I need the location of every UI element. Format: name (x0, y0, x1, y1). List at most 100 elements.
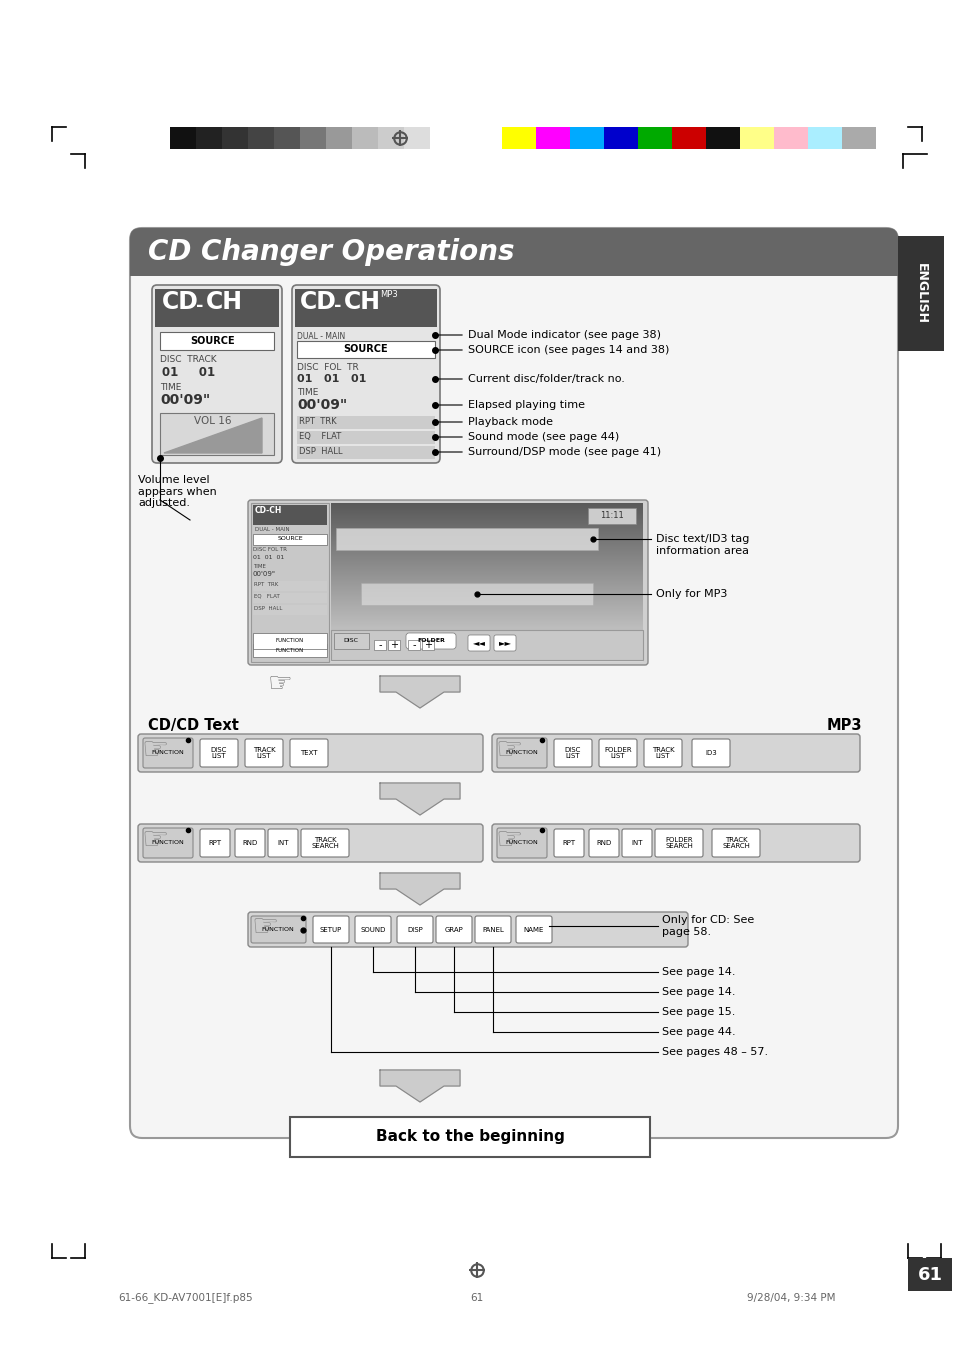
Text: FUNCTION: FUNCTION (505, 751, 537, 755)
Bar (807, 127, 841, 149)
Text: GRAP: GRAP (444, 927, 463, 932)
Bar (536, 127, 569, 149)
FancyBboxPatch shape (494, 635, 516, 651)
FancyBboxPatch shape (301, 830, 349, 857)
Text: +: + (390, 640, 397, 650)
Text: INT: INT (631, 840, 642, 846)
FancyBboxPatch shape (396, 916, 433, 943)
Text: ☞: ☞ (268, 670, 293, 698)
Text: RND: RND (242, 840, 257, 846)
Text: Only for CD: See
page 58.: Only for CD: See page 58. (661, 915, 754, 936)
Polygon shape (164, 417, 262, 453)
Text: EQ   FLAT: EQ FLAT (253, 594, 279, 598)
Text: SOURCE: SOURCE (343, 345, 388, 354)
Text: DISC
LIST: DISC LIST (211, 747, 227, 759)
Bar (296, 431, 435, 444)
Text: 00'09": 00'09" (253, 571, 275, 577)
Text: EQ    FLAT: EQ FLAT (298, 432, 341, 440)
Text: DISC
LIST: DISC LIST (564, 747, 580, 759)
FancyBboxPatch shape (138, 824, 482, 862)
Text: ☞: ☞ (495, 736, 522, 765)
Text: 61: 61 (470, 1293, 483, 1302)
Text: RPT  TRK: RPT TRK (298, 417, 336, 426)
Bar (160, 413, 274, 455)
Text: FUNCTION: FUNCTION (152, 840, 184, 846)
Bar (841, 127, 875, 149)
FancyBboxPatch shape (436, 916, 472, 943)
Text: CD: CD (162, 290, 198, 313)
Text: MP3: MP3 (379, 290, 397, 299)
Text: TRACK
SEARCH: TRACK SEARCH (721, 836, 749, 850)
Text: FUNCTION: FUNCTION (275, 639, 304, 643)
FancyBboxPatch shape (492, 734, 859, 771)
Bar (360, 584, 593, 605)
Bar (296, 416, 435, 430)
Text: TRACK
SEARCH: TRACK SEARCH (311, 836, 338, 850)
Text: CD-CH: CD-CH (254, 507, 282, 515)
Bar (130, 255, 897, 276)
Text: Back to the beginning: Back to the beginning (375, 1129, 564, 1144)
Bar (408, 640, 419, 650)
Text: +: + (423, 640, 432, 650)
Bar (195, 127, 222, 149)
Text: -: - (334, 297, 341, 315)
Text: TEXT: TEXT (300, 750, 317, 757)
Text: ☞: ☞ (141, 825, 168, 855)
FancyBboxPatch shape (268, 830, 297, 857)
Bar (253, 634, 327, 648)
Text: DISC  TRACK: DISC TRACK (160, 355, 216, 363)
Text: DISC: DISC (343, 639, 358, 643)
Text: SOURCE icon (see pages 14 and 38): SOURCE icon (see pages 14 and 38) (468, 345, 669, 355)
Bar (160, 332, 274, 350)
FancyBboxPatch shape (248, 500, 647, 665)
Bar (388, 640, 399, 650)
Text: TIME: TIME (296, 388, 318, 397)
Bar (740, 127, 773, 149)
Text: Elapsed playing time: Elapsed playing time (468, 400, 584, 409)
Text: ID3: ID3 (704, 750, 716, 757)
Text: INT: INT (277, 840, 289, 846)
Text: 01   01   01: 01 01 01 (296, 374, 366, 384)
Text: DISP: DISP (407, 927, 422, 932)
Text: 11:11: 11:11 (599, 512, 623, 520)
Text: RND: RND (596, 840, 611, 846)
Polygon shape (379, 784, 459, 815)
Text: TIME: TIME (253, 563, 266, 569)
Text: DISC  FOL  TR: DISC FOL TR (296, 363, 358, 372)
Text: DISC FOL TR: DISC FOL TR (253, 547, 287, 553)
Text: Playback mode: Playback mode (468, 417, 553, 427)
Text: ☞: ☞ (141, 736, 168, 765)
Bar (253, 581, 327, 590)
FancyBboxPatch shape (290, 739, 328, 767)
Text: DUAL - MAIN: DUAL - MAIN (254, 527, 290, 532)
Text: Disc text/ID3 tag
information area: Disc text/ID3 tag information area (656, 534, 749, 555)
Text: SOUND: SOUND (360, 927, 385, 932)
Bar (430, 127, 456, 149)
Bar (897, 236, 943, 351)
Text: SETUP: SETUP (319, 927, 342, 932)
Bar (374, 640, 386, 650)
Bar (773, 127, 807, 149)
Polygon shape (379, 873, 459, 905)
Bar (569, 127, 603, 149)
Polygon shape (379, 1070, 459, 1102)
FancyBboxPatch shape (138, 734, 482, 771)
FancyBboxPatch shape (143, 738, 193, 767)
FancyBboxPatch shape (497, 828, 546, 858)
Text: Volume level
appears when
adjusted.: Volume level appears when adjusted. (138, 476, 216, 508)
FancyBboxPatch shape (691, 739, 729, 767)
Bar (335, 528, 598, 550)
FancyBboxPatch shape (621, 830, 651, 857)
FancyBboxPatch shape (406, 634, 456, 648)
Bar (294, 289, 436, 327)
Bar (587, 508, 636, 524)
Text: CD Changer Operations: CD Changer Operations (148, 238, 514, 266)
Text: TIME: TIME (160, 382, 181, 392)
Bar (334, 634, 369, 648)
Bar (222, 127, 248, 149)
Text: See pages 48 – 57.: See pages 48 – 57. (661, 1047, 767, 1056)
Text: -: - (377, 640, 381, 650)
Bar (331, 630, 642, 661)
Bar (251, 503, 329, 662)
Text: 01     01: 01 01 (162, 366, 214, 380)
